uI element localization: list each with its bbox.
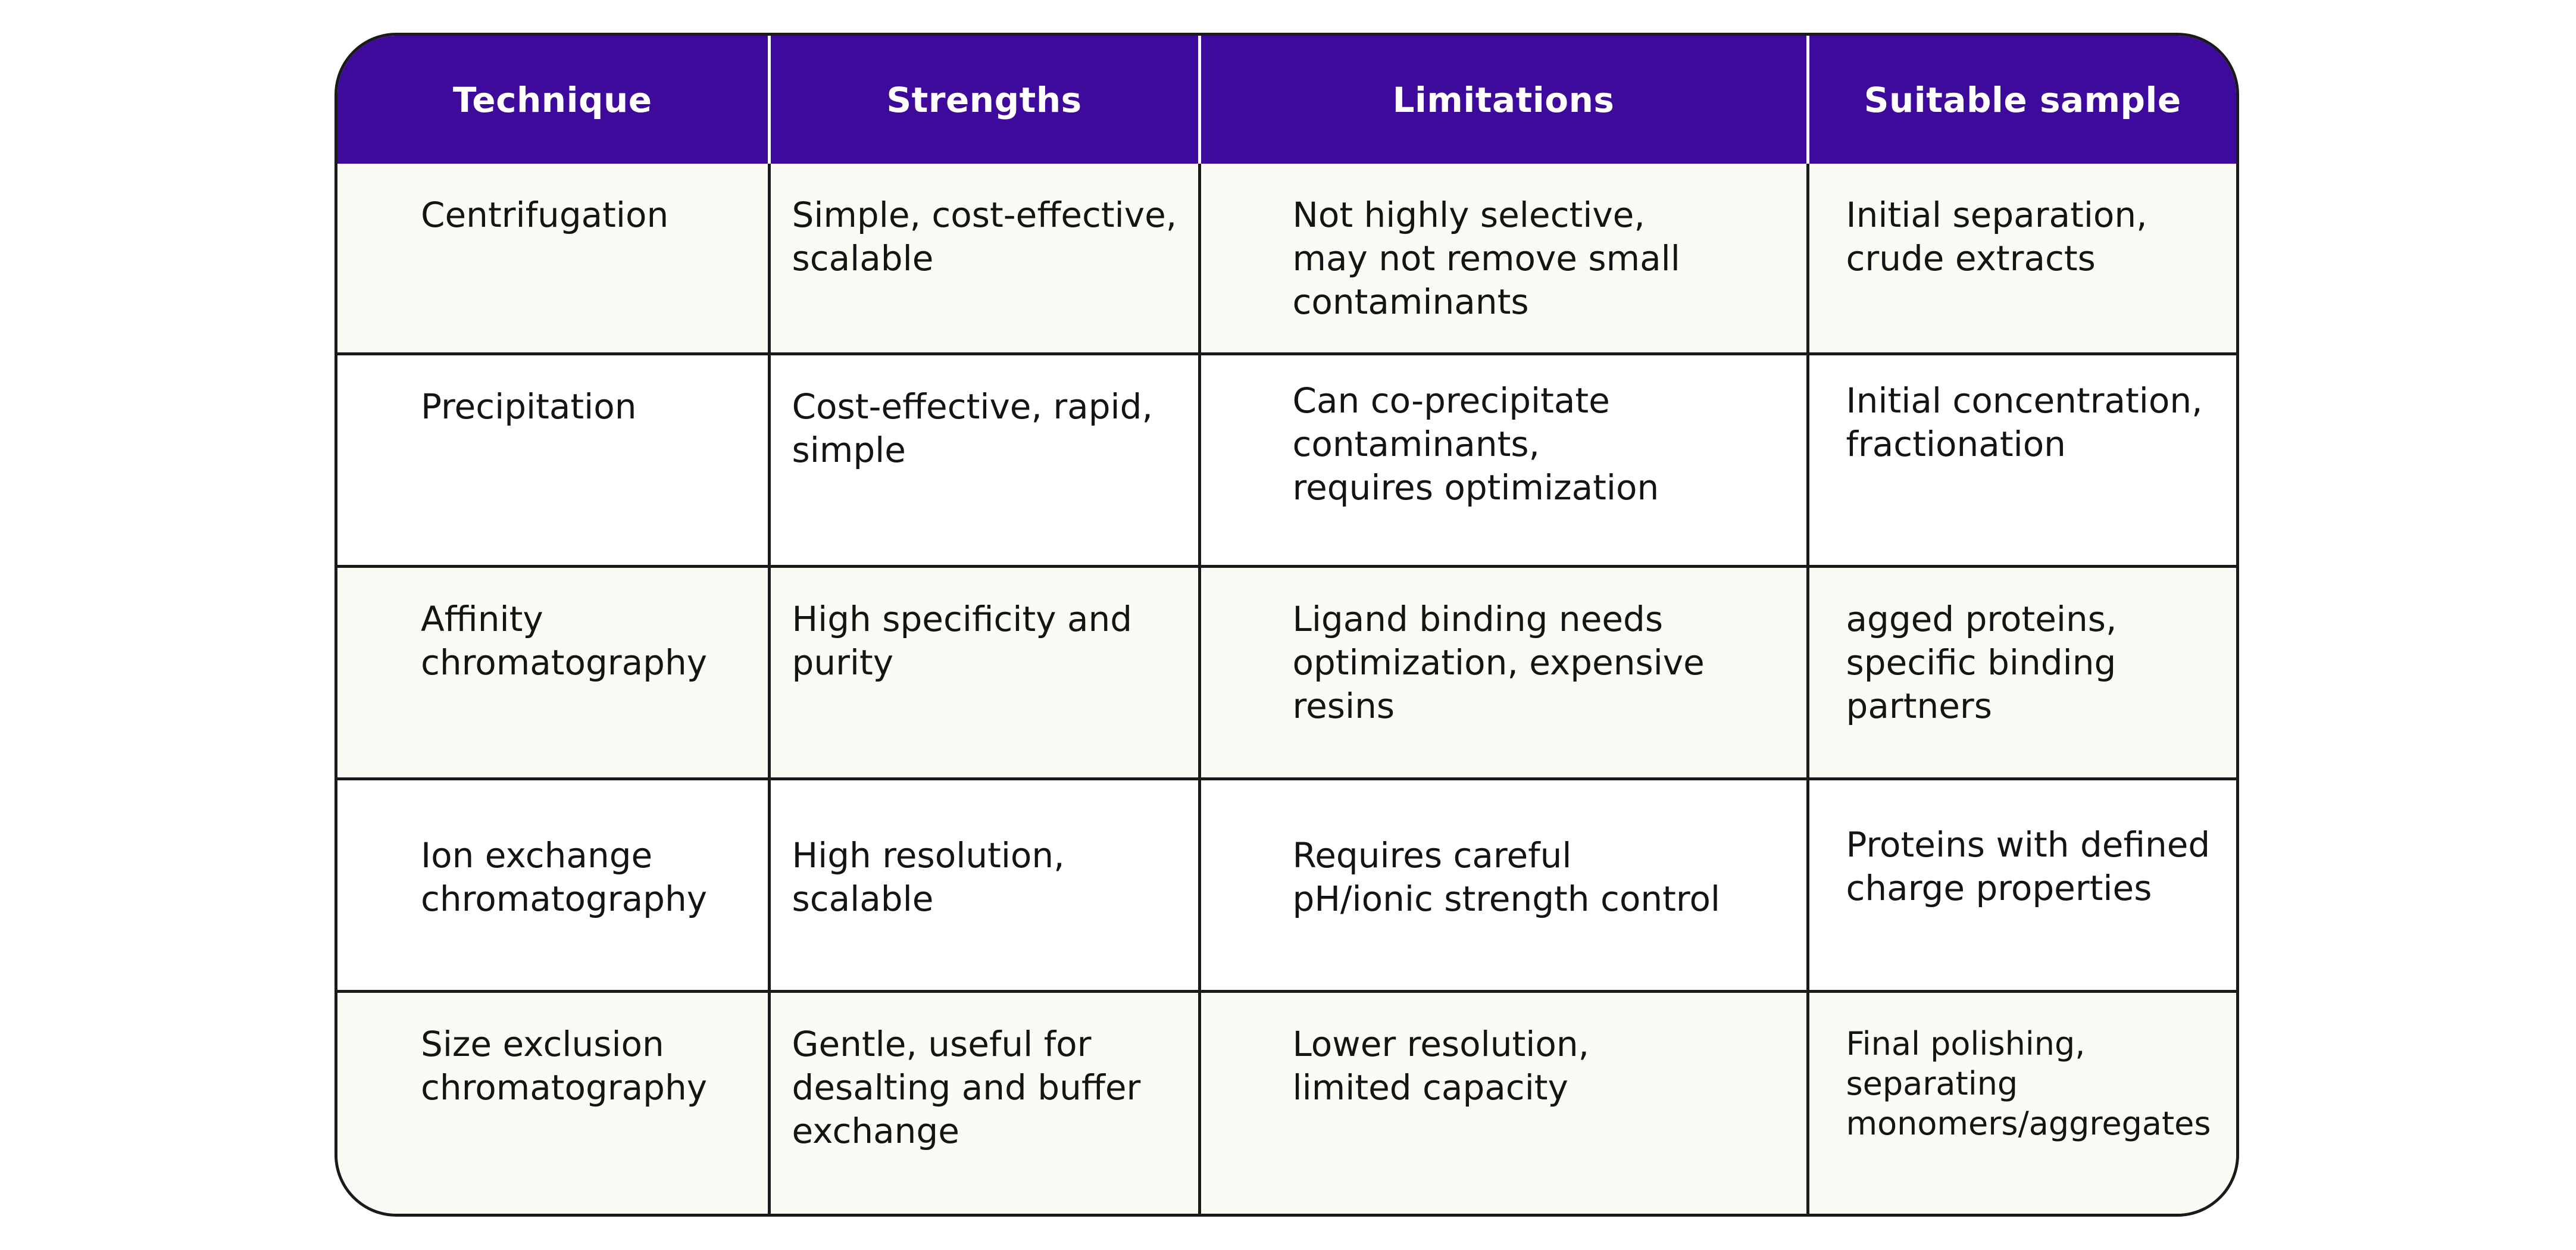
cell-suitable-sample: Initial separation, crude extracts [1808, 164, 2236, 354]
cell-text: Precipitation [421, 386, 637, 427]
cell-suitable-sample: Final polishing, separating monomers/agg… [1808, 989, 2236, 1214]
cell-technique: Precipitation [337, 352, 771, 566]
cell-text: Ion exchange chromatography [421, 835, 708, 919]
table-row: Affinity chromatography High specificity… [337, 564, 2236, 779]
table-row: Centrifugation Simple, cost-effective, s… [337, 164, 2236, 354]
cell-suitable-sample: Proteins with defined charge properties [1808, 777, 2236, 991]
cell-text: Can co-precipitate contaminants, require… [1292, 380, 1659, 508]
cell-text: Gentle, useful for desalting and buffer … [792, 1023, 1141, 1151]
comparison-table-container: Technique Strengths Limitations Suitable… [334, 33, 2239, 1217]
cell-limitations: Lower resolution, limited capacity [1199, 989, 1809, 1214]
header-limitations: Limitations [1199, 36, 1809, 164]
cell-text: agged proteins, specific binding partner… [1846, 598, 2117, 726]
cell-text: High resolution, scalable [792, 835, 1065, 919]
cell-technique: Centrifugation [337, 164, 771, 354]
cell-technique: Size exclusion chromatography [337, 989, 771, 1214]
table-row: Ion exchange chromatography High resolut… [337, 777, 2236, 991]
purification-techniques-table: Technique Strengths Limitations Suitable… [337, 36, 2236, 1214]
header-suitable-sample: Suitable sample [1808, 36, 2236, 164]
cell-text: Initial separation, crude extracts [1846, 195, 2147, 279]
cell-text: Requires careful pH/ionic strength contr… [1292, 835, 1721, 919]
cell-suitable-sample: Initial concentration, fractionation [1808, 352, 2236, 566]
cell-limitations: Ligand binding needs optimization, expen… [1199, 564, 1809, 779]
cell-limitations: Can co-precipitate contaminants, require… [1199, 352, 1809, 566]
cell-strengths: High specificity and purity [769, 564, 1201, 779]
cell-limitations: Requires careful pH/ionic strength contr… [1199, 777, 1809, 991]
header-row: Technique Strengths Limitations Suitable… [337, 36, 2236, 164]
cell-text: High specificity and purity [792, 598, 1133, 683]
cell-text: Not highly selective, may not remove sma… [1292, 195, 1680, 322]
cell-technique: Ion exchange chromatography [337, 777, 771, 991]
cell-strengths: High resolution, scalable [769, 777, 1201, 991]
table-row: Precipitation Cost-effective, rapid, sim… [337, 352, 2236, 566]
cell-suitable-sample: agged proteins, specific binding partner… [1808, 564, 2236, 779]
cell-limitations: Not highly selective, may not remove sma… [1199, 164, 1809, 354]
cell-text: Cost-effective, rapid, simple [792, 386, 1153, 470]
cell-text: Centrifugation [421, 195, 669, 235]
cell-text: Ligand binding needs optimization, expen… [1292, 598, 1705, 726]
cell-text: Proteins with defined charge properties [1846, 824, 2211, 908]
cell-strengths: Gentle, useful for desalting and buffer … [769, 989, 1201, 1214]
cell-text: Final polishing, separating monomers/agg… [1846, 1024, 2211, 1142]
cell-text: Simple, cost-effective, scalable [792, 195, 1177, 279]
table-row: Size exclusion chromatography Gentle, us… [337, 989, 2236, 1214]
cell-text: Initial concentration, fractionation [1846, 380, 2203, 464]
cell-technique: Affinity chromatography [337, 564, 771, 779]
cell-text: Affinity chromatography [421, 598, 708, 683]
header-strengths: Strengths [769, 36, 1201, 164]
cell-text: Size exclusion chromatography [421, 1023, 708, 1108]
cell-text: Lower resolution, limited capacity [1292, 1023, 1590, 1108]
header-technique: Technique [337, 36, 771, 164]
cell-strengths: Cost-effective, rapid, simple [769, 352, 1201, 566]
cell-strengths: Simple, cost-effective, scalable [769, 164, 1201, 354]
